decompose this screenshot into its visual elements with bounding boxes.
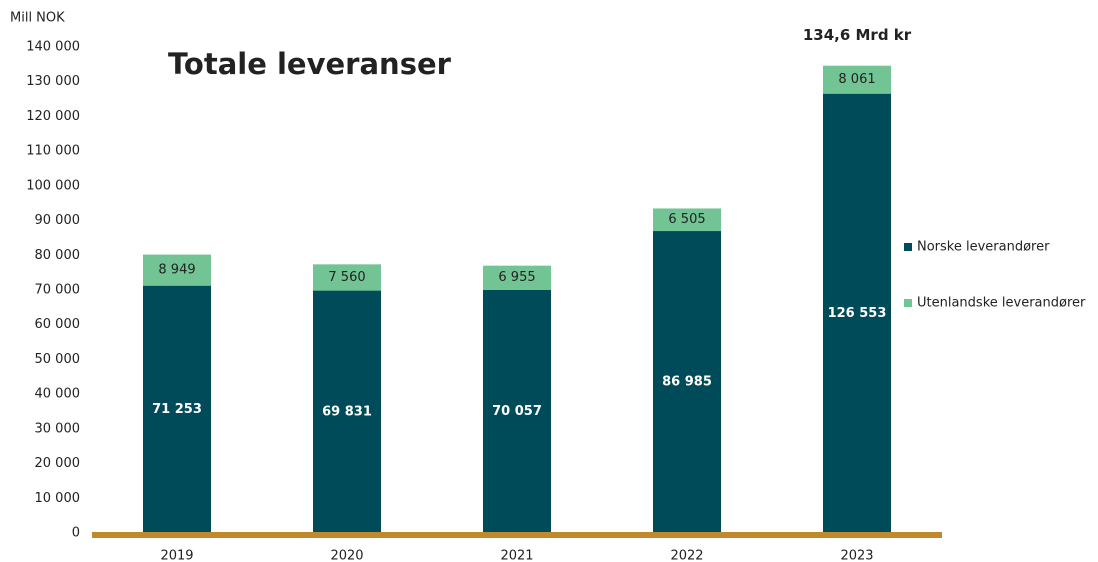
bar-segment: [823, 93, 891, 533]
bar-segment: [653, 208, 721, 232]
y-tick-label: 110 000: [26, 144, 80, 159]
y-tick-label: 130 000: [26, 74, 80, 89]
value-label: 69 831: [322, 404, 372, 419]
value-label: 6 505: [668, 212, 705, 227]
value-label: 70 057: [492, 404, 542, 419]
x-tick-label: 2019: [160, 549, 193, 562]
y-tick-label: 140 000: [26, 40, 80, 55]
x-tick-label: 2023: [840, 549, 873, 562]
y-tick-label: 40 000: [35, 387, 81, 402]
y-tick-label: 20 000: [35, 456, 81, 471]
bar-segment: [653, 231, 721, 533]
y-tick-label: 70 000: [35, 283, 81, 298]
y-tick-label: 30 000: [35, 421, 81, 436]
bar-segment: [143, 285, 211, 533]
y-tick-label: 120 000: [26, 109, 80, 124]
bar-segment: [143, 254, 211, 286]
value-label: 8 061: [838, 72, 875, 87]
x-tick-label: 2022: [670, 549, 703, 562]
bar-segment: [313, 290, 381, 533]
legend-swatch: [904, 299, 912, 307]
legend-label: Utenlandske leverandører: [917, 296, 1086, 311]
value-label: 6 955: [498, 270, 535, 285]
y-tick-label: 80 000: [35, 248, 81, 263]
value-label: 8 949: [158, 263, 195, 278]
value-label: 126 553: [828, 306, 887, 321]
bar-segment: [483, 265, 551, 290]
y-tick-label: 60 000: [35, 317, 81, 332]
x-tick-label: 2020: [330, 549, 363, 562]
y-tick-label: 0: [72, 526, 80, 541]
annotation: 134,6 Mrd kr: [803, 26, 912, 44]
x-tick-label: 2021: [500, 549, 533, 562]
value-label: 71 253: [152, 402, 202, 417]
bar-segment: [823, 65, 891, 94]
chart-title: Totale leveranser: [168, 47, 452, 81]
y-tick-label: 100 000: [26, 178, 80, 193]
bar-segment: [483, 289, 551, 533]
y-axis-label: Mill NOK: [10, 11, 65, 26]
y-tick-label: 10 000: [35, 491, 81, 506]
legend-swatch: [904, 243, 912, 251]
value-label: 86 985: [662, 375, 712, 390]
y-tick-label: 50 000: [35, 352, 81, 367]
legend-label: Norske leverandører: [917, 240, 1050, 255]
bar-segment: [313, 264, 381, 291]
y-tick-label: 90 000: [35, 213, 81, 228]
value-label: 7 560: [328, 270, 365, 285]
